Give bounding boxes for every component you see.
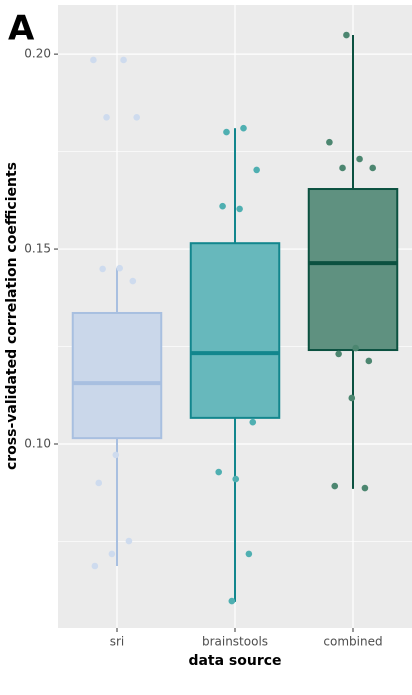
data-point: [352, 344, 359, 352]
x-tick-label: brainstools: [202, 635, 268, 649]
y-axis-title: cross-validated correlation coefficients: [4, 162, 20, 470]
data-point: [348, 394, 356, 402]
data-point: [365, 357, 373, 365]
data-point: [133, 113, 141, 121]
data-point: [116, 264, 123, 272]
data-point: [90, 56, 97, 64]
data-point: [125, 537, 133, 545]
y-tick-label: 0.15: [24, 242, 51, 256]
data-point: [326, 138, 333, 146]
data-point: [245, 550, 253, 558]
data-point: [240, 124, 247, 132]
data-point: [339, 164, 346, 172]
data-point: [331, 482, 339, 490]
data-point: [361, 484, 369, 492]
x-tick-label: combined: [323, 635, 382, 649]
data-point: [335, 350, 342, 358]
box: [189, 242, 281, 419]
x-axis-title: data source: [188, 653, 281, 669]
data-point: [232, 475, 240, 483]
data-point: [253, 166, 260, 174]
data-point: [103, 113, 110, 121]
data-point: [215, 468, 222, 476]
data-point: [236, 205, 243, 213]
box: [71, 311, 163, 440]
data-point: [219, 202, 226, 210]
data-point: [112, 451, 120, 459]
data-point: [120, 56, 127, 64]
data-point: [249, 418, 257, 426]
data-point: [129, 277, 137, 285]
y-tick-label: 0.20: [24, 47, 51, 61]
box: [307, 188, 399, 352]
data-point: [228, 597, 236, 605]
data-point: [95, 479, 103, 487]
data-point: [369, 164, 377, 172]
panel-label: A: [8, 9, 35, 49]
y-tick-label: 0.10: [24, 436, 51, 450]
data-point: [356, 155, 363, 163]
data-point: [223, 128, 230, 136]
data-point: [91, 562, 99, 570]
data-point: [108, 550, 116, 558]
data-point: [99, 265, 106, 273]
x-tick-label: sri: [110, 635, 125, 649]
data-point: [343, 31, 350, 39]
